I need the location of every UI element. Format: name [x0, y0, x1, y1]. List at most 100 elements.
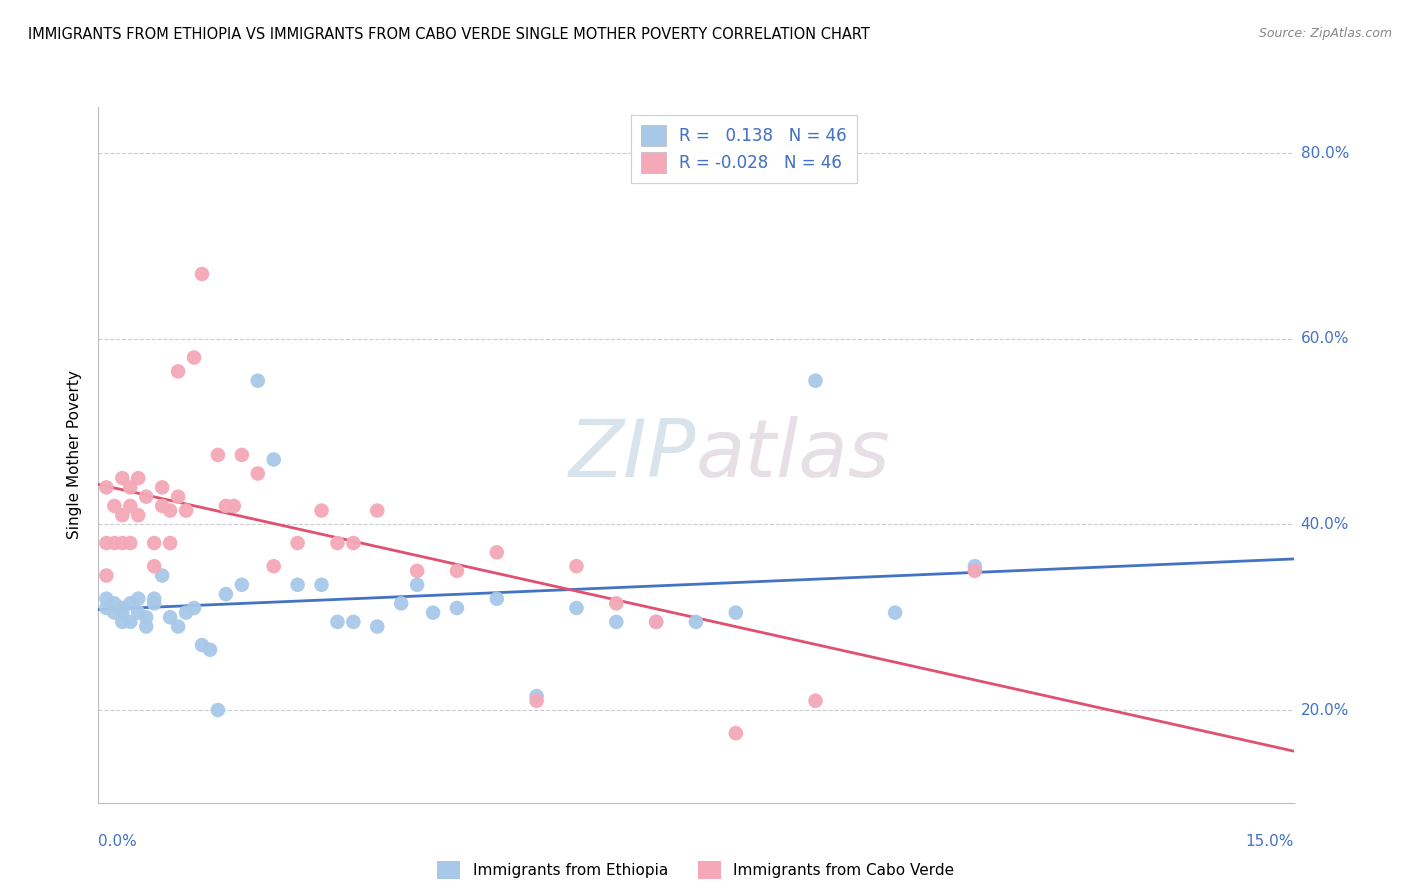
Point	[96, 568, 118, 582]
Point	[135, 610, 157, 624]
Point	[724, 726, 747, 740]
Y-axis label: Single Mother Poverty: Single Mother Poverty	[67, 370, 83, 540]
Text: 0.0%: 0.0%	[98, 834, 138, 849]
Text: 60.0%: 60.0%	[1301, 332, 1348, 346]
Point	[159, 503, 181, 517]
Point	[287, 536, 309, 550]
Point	[366, 619, 388, 633]
Point	[96, 591, 118, 606]
Point	[485, 591, 508, 606]
Text: atlas: atlas	[696, 416, 891, 494]
Point	[127, 471, 149, 485]
Point	[120, 536, 142, 550]
Point	[287, 578, 309, 592]
Point	[231, 578, 253, 592]
Point	[645, 615, 668, 629]
Point	[159, 536, 181, 550]
Point	[96, 601, 118, 615]
Point	[191, 638, 214, 652]
Point	[150, 480, 173, 494]
Point	[150, 568, 173, 582]
Point	[215, 587, 238, 601]
Point	[311, 503, 333, 517]
Point	[963, 564, 986, 578]
Point	[207, 703, 229, 717]
Point	[342, 615, 364, 629]
Point	[167, 490, 190, 504]
Point	[143, 596, 166, 610]
Point	[111, 471, 134, 485]
Point	[103, 606, 125, 620]
Point	[103, 596, 125, 610]
Point	[485, 545, 508, 559]
Point	[96, 536, 118, 550]
Point	[446, 601, 468, 615]
Text: 80.0%: 80.0%	[1301, 146, 1348, 161]
Point	[389, 596, 412, 610]
Point	[605, 615, 627, 629]
Point	[207, 448, 229, 462]
Text: Source: ZipAtlas.com: Source: ZipAtlas.com	[1258, 27, 1392, 40]
Point	[246, 467, 269, 481]
Point	[263, 452, 285, 467]
Point	[174, 503, 197, 517]
Point	[215, 499, 238, 513]
Point	[120, 480, 142, 494]
Point	[167, 619, 190, 633]
Point	[326, 536, 349, 550]
Point	[127, 606, 149, 620]
Point	[183, 601, 205, 615]
Point	[174, 606, 197, 620]
Point	[366, 503, 388, 517]
Point	[111, 615, 134, 629]
Point	[127, 591, 149, 606]
Point	[406, 564, 429, 578]
Point	[111, 508, 134, 523]
Point	[120, 499, 142, 513]
Point	[526, 689, 548, 703]
Point	[111, 601, 134, 615]
Point	[804, 374, 827, 388]
Point	[143, 591, 166, 606]
Point	[222, 499, 245, 513]
Point	[167, 364, 190, 378]
Point	[120, 596, 142, 610]
Point	[963, 559, 986, 574]
Point	[183, 351, 205, 365]
Point	[311, 578, 333, 592]
Point	[111, 606, 134, 620]
Point	[231, 448, 253, 462]
Point	[150, 499, 173, 513]
Point	[103, 536, 125, 550]
Point	[565, 601, 588, 615]
Point	[326, 615, 349, 629]
Point	[111, 536, 134, 550]
Text: 40.0%: 40.0%	[1301, 517, 1348, 532]
Point	[103, 499, 125, 513]
Point	[446, 564, 468, 578]
Text: ZIP: ZIP	[568, 416, 696, 494]
Point	[804, 694, 827, 708]
Point	[605, 596, 627, 610]
Point	[143, 536, 166, 550]
Point	[342, 536, 364, 550]
Text: 15.0%: 15.0%	[1246, 834, 1294, 849]
Point	[565, 559, 588, 574]
Point	[96, 480, 118, 494]
Point	[135, 490, 157, 504]
Text: IMMIGRANTS FROM ETHIOPIA VS IMMIGRANTS FROM CABO VERDE SINGLE MOTHER POVERTY COR: IMMIGRANTS FROM ETHIOPIA VS IMMIGRANTS F…	[28, 27, 870, 42]
Point	[143, 559, 166, 574]
Point	[191, 267, 214, 281]
Point	[120, 615, 142, 629]
Point	[724, 606, 747, 620]
Point	[135, 619, 157, 633]
Point	[159, 610, 181, 624]
Point	[198, 642, 221, 657]
Point	[645, 615, 668, 629]
Text: 20.0%: 20.0%	[1301, 703, 1348, 717]
Point	[406, 578, 429, 592]
Point	[685, 615, 707, 629]
Point	[526, 694, 548, 708]
Point	[884, 606, 907, 620]
Point	[422, 606, 444, 620]
